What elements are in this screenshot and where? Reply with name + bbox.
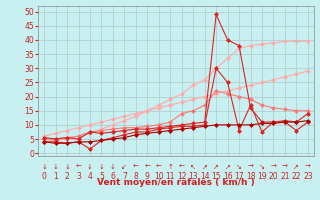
Text: 13: 13 xyxy=(188,172,198,181)
Text: 11: 11 xyxy=(165,172,175,181)
Text: 16: 16 xyxy=(223,172,232,181)
Text: 3: 3 xyxy=(76,172,81,181)
Text: 19: 19 xyxy=(257,172,267,181)
Text: 0: 0 xyxy=(42,172,47,181)
Text: ↓: ↓ xyxy=(64,164,70,170)
Text: 23: 23 xyxy=(303,172,313,181)
Text: ↓: ↓ xyxy=(41,164,47,170)
Text: ↘: ↘ xyxy=(236,164,242,170)
Text: 12: 12 xyxy=(177,172,187,181)
Text: ←: ← xyxy=(76,164,82,170)
Text: ↖: ↖ xyxy=(190,164,196,170)
Text: ↑: ↑ xyxy=(167,164,173,170)
Text: ←: ← xyxy=(144,164,150,170)
Text: ↓: ↓ xyxy=(99,164,104,170)
Text: ↗: ↗ xyxy=(202,164,208,170)
Text: ↗: ↗ xyxy=(213,164,219,170)
Text: 20: 20 xyxy=(269,172,278,181)
Text: →: → xyxy=(305,164,311,170)
Text: 1: 1 xyxy=(53,172,58,181)
Text: ←: ← xyxy=(133,164,139,170)
Text: ↗: ↗ xyxy=(225,164,230,170)
Text: →: → xyxy=(282,164,288,170)
Text: 17: 17 xyxy=(234,172,244,181)
Text: ←: ← xyxy=(156,164,162,170)
Text: 7: 7 xyxy=(122,172,127,181)
Text: 14: 14 xyxy=(200,172,210,181)
Text: 15: 15 xyxy=(211,172,221,181)
Text: ←: ← xyxy=(179,164,185,170)
Text: 9: 9 xyxy=(145,172,150,181)
Text: 21: 21 xyxy=(280,172,290,181)
Text: 2: 2 xyxy=(65,172,69,181)
X-axis label: Vent moyen/en rafales ( km/h ): Vent moyen/en rafales ( km/h ) xyxy=(97,178,255,187)
Text: 5: 5 xyxy=(99,172,104,181)
Text: ↘: ↘ xyxy=(259,164,265,170)
Text: 22: 22 xyxy=(292,172,301,181)
Text: 4: 4 xyxy=(88,172,92,181)
Text: ↓: ↓ xyxy=(110,164,116,170)
Text: ↗: ↗ xyxy=(293,164,299,170)
Text: ↓: ↓ xyxy=(53,164,59,170)
Text: →: → xyxy=(270,164,276,170)
Text: 6: 6 xyxy=(110,172,116,181)
Text: 18: 18 xyxy=(246,172,255,181)
Text: ↙: ↙ xyxy=(122,164,127,170)
Text: 8: 8 xyxy=(133,172,138,181)
Text: ↓: ↓ xyxy=(87,164,93,170)
Text: →: → xyxy=(248,164,253,170)
Text: 10: 10 xyxy=(154,172,164,181)
